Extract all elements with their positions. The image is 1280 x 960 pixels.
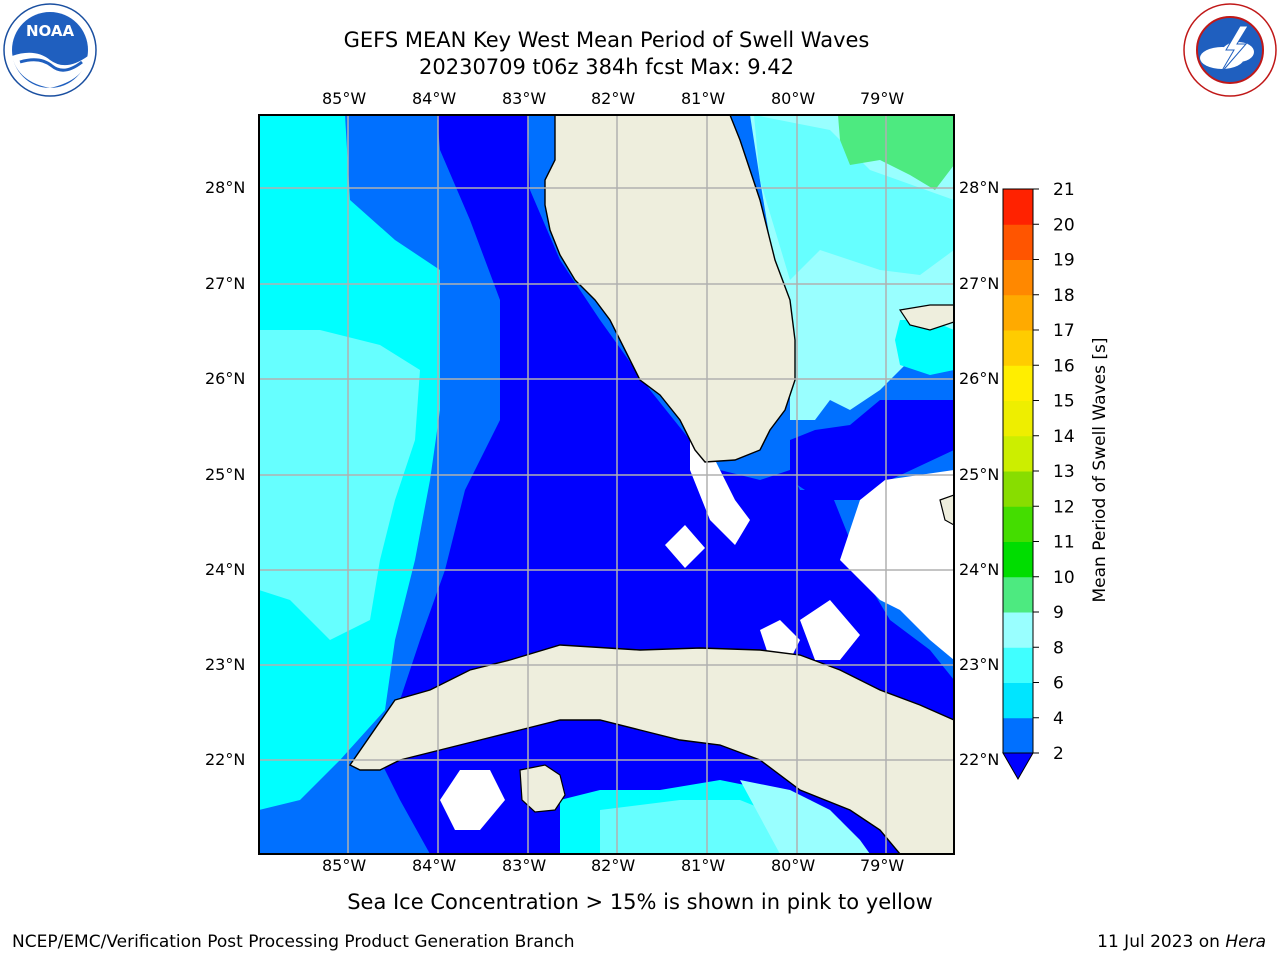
swell-period-field xyxy=(259,115,954,854)
colorbar-tick-label: 12 xyxy=(1053,497,1075,517)
lat-label-right-24: 24°N xyxy=(959,560,1000,579)
lat-label-right-28: 28°N xyxy=(959,178,1000,197)
lat-label-right-26: 26°N xyxy=(959,369,1000,388)
colorbar-label: Mean Period of Swell Waves [s] xyxy=(1090,338,1110,603)
lon-label-top-79: 79°W xyxy=(860,89,905,108)
lon-label-top-83: 83°W xyxy=(502,89,547,108)
colorbar-segment xyxy=(1003,189,1033,225)
colorbar-segment xyxy=(1003,435,1033,472)
colorbar-tick-label: 18 xyxy=(1053,286,1075,306)
lon-label-top-84: 84°W xyxy=(412,89,457,108)
colorbar-segment xyxy=(1003,576,1033,613)
colorbar-segment xyxy=(1003,717,1033,754)
chart-title: GEFS MEAN Key West Mean Period of Swell … xyxy=(343,28,870,52)
colorbar-segment xyxy=(1003,647,1033,683)
colorbar-tick-label: 13 xyxy=(1053,462,1075,482)
sea-ice-note-text: Sea Ice Concentration > 15% is shown in … xyxy=(347,890,933,914)
lon-label-top-80: 80°W xyxy=(771,89,816,108)
chart-subtitle: 20230709 t06z 384h fcst Max: 9.42 xyxy=(419,55,794,79)
lon-label-bottom-85: 85°W xyxy=(322,856,367,875)
lon-label-top-82: 82°W xyxy=(591,89,636,108)
colorbar-segment xyxy=(1003,365,1033,401)
lon-label-bottom-84: 84°W xyxy=(412,856,457,875)
colorbar: 2 4 6 8 9 10 11 12 13 14 15 16 17 18 19 20 21 xyxy=(1002,180,1075,781)
lat-label-left-27: 27°N xyxy=(205,274,246,293)
colorbar-tick-label: 17 xyxy=(1053,321,1075,341)
lat-label-left-26: 26°N xyxy=(205,369,246,388)
colorbar-segment xyxy=(1003,330,1033,366)
colorbar-tick-label: 6 xyxy=(1053,674,1064,694)
lat-label-right-25: 25°N xyxy=(959,465,1000,484)
footer-date-text: 11 Jul 2023 on xyxy=(1097,932,1226,952)
colorbar-segment xyxy=(1003,224,1033,260)
colorbar-segment xyxy=(1003,506,1033,542)
lat-label-left-24: 24°N xyxy=(205,560,246,579)
lon-label-bottom-81: 81°W xyxy=(681,856,726,875)
lon-label-bottom-80: 80°W xyxy=(771,856,816,875)
lon-label-bottom-82: 82°W xyxy=(591,856,636,875)
sea-ice-note: Sea Ice Concentration > 15% is shown in … xyxy=(0,890,1280,914)
colorbar-segment xyxy=(1003,471,1033,507)
colorbar-segment xyxy=(1003,259,1033,296)
graticule xyxy=(259,115,954,854)
lat-label-left-23: 23°N xyxy=(205,655,246,674)
colorbar-tick-label: 20 xyxy=(1053,215,1075,235)
svg-text:NOAA: NOAA xyxy=(26,22,75,40)
lat-label-right-27: 27°N xyxy=(959,274,1000,293)
footer-credit: NCEP/EMC/Verification Post Processing Pr… xyxy=(12,932,575,952)
lon-label-top-85: 85°W xyxy=(322,89,367,108)
colorbar-segment xyxy=(1003,612,1033,648)
colorbar-segment xyxy=(1003,400,1033,437)
footer-date: 11 Jul 2023 on Hera xyxy=(1097,932,1266,952)
lat-label-left-22: 22°N xyxy=(205,750,246,769)
colorbar-tick-label: 2 xyxy=(1053,744,1064,764)
colorbar-tick-label: 10 xyxy=(1053,568,1075,588)
colorbar-tick-label: 15 xyxy=(1053,392,1075,412)
colorbar-tick-label: 16 xyxy=(1053,356,1075,376)
colorbar-segment xyxy=(1003,682,1033,719)
nws-logo xyxy=(1183,3,1277,97)
noaa-logo: NOAA xyxy=(3,3,97,97)
lon-label-bottom-79: 79°W xyxy=(860,856,905,875)
colorbar-segment xyxy=(1003,541,1033,578)
map-frame xyxy=(258,114,955,855)
lat-label-right-23: 23°N xyxy=(959,655,1000,674)
lat-label-left-28: 28°N xyxy=(205,178,246,197)
colorbar-tick-label: 11 xyxy=(1053,533,1075,553)
colorbar-tick-label: 14 xyxy=(1053,427,1075,447)
lon-label-bottom-83: 83°W xyxy=(502,856,547,875)
colorbar-tick-label: 9 xyxy=(1053,603,1064,623)
colorbar-tick-label: 21 xyxy=(1053,180,1075,200)
lat-label-left-25: 25°N xyxy=(205,465,246,484)
lon-label-top-81: 81°W xyxy=(681,89,726,108)
colorbar-tick-label: 4 xyxy=(1053,709,1064,729)
footer-host: Hera xyxy=(1225,932,1266,952)
colorbar-tick-label: 19 xyxy=(1053,251,1075,271)
lat-label-right-22: 22°N xyxy=(959,750,1000,769)
colorbar-tick-label: 8 xyxy=(1053,638,1064,658)
colorbar-extend-arrow xyxy=(1002,752,1034,781)
colorbar-segment xyxy=(1003,294,1033,331)
